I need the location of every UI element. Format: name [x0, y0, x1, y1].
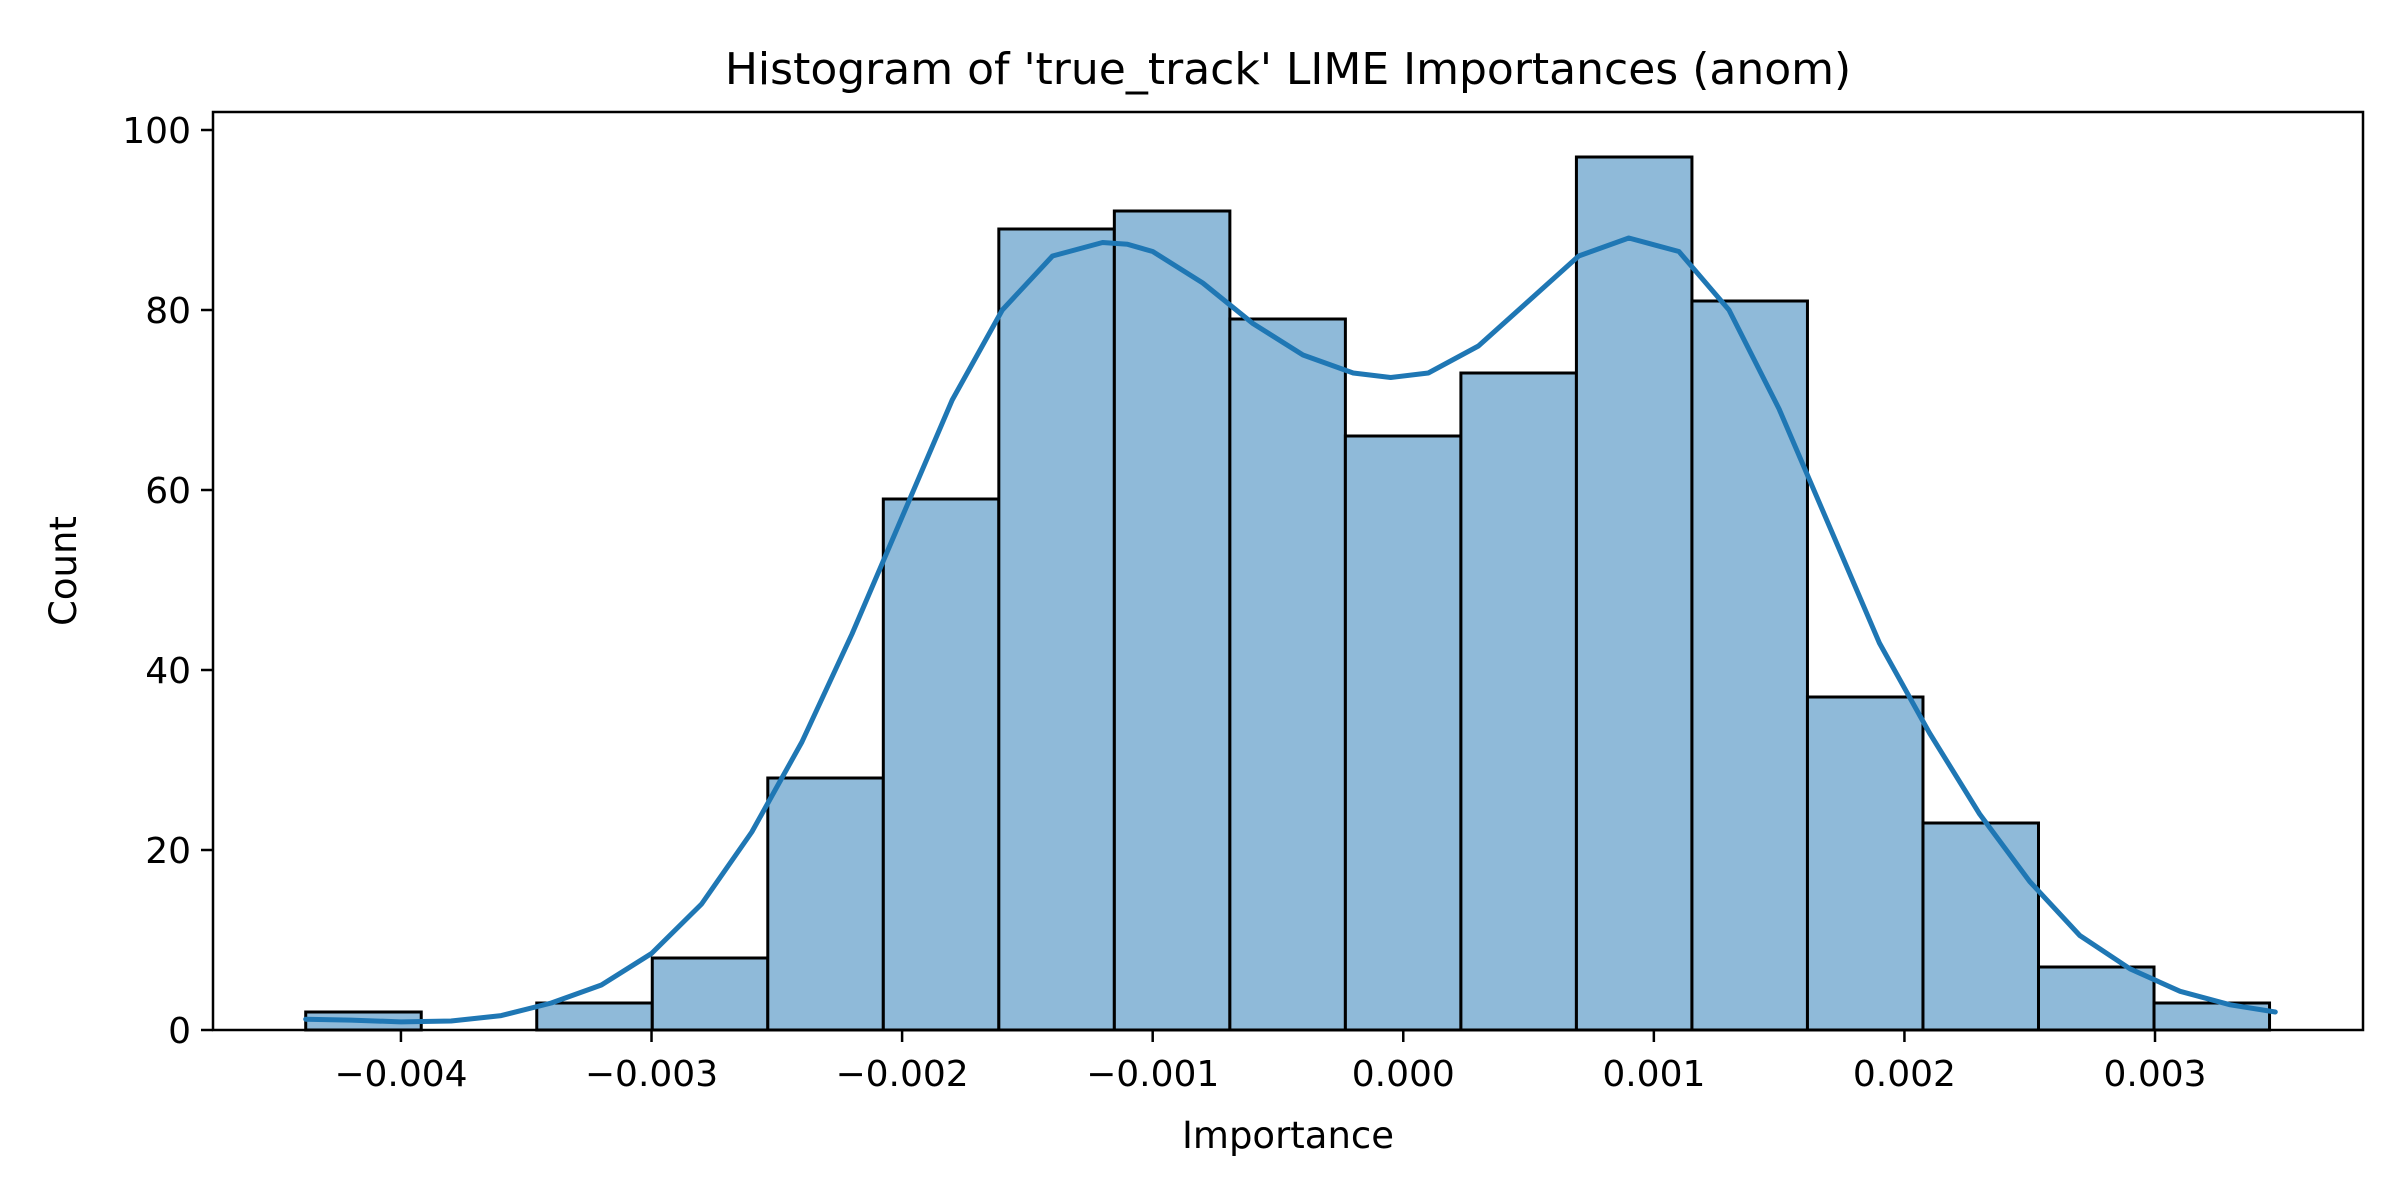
histogram-bar [766, 776, 885, 1032]
histogram-bar [1343, 434, 1463, 1032]
x-tick-label: −0.003 [585, 1054, 718, 1095]
plot-frame [211, 110, 2365, 1032]
y-tick-label: 80 [145, 291, 191, 332]
histogram-bar [1228, 317, 1347, 1032]
y-axis-label: Count [42, 516, 85, 626]
x-tick-label: 0.003 [2103, 1054, 2206, 1095]
x-tick-label: 0.001 [1602, 1054, 1705, 1095]
y-tick-label: 60 [145, 471, 191, 512]
x-axis: −0.004 −0.003 −0.002 −0.001 0.000 0.001 0.002 0… [334, 1030, 2207, 1095]
y-tick-label: 20 [145, 831, 191, 872]
x-tick-label: 0.002 [1853, 1054, 1956, 1095]
x-tick-label: −0.002 [835, 1054, 968, 1095]
histogram-bars [304, 155, 2272, 1032]
x-tick-label: 0.000 [1352, 1054, 1455, 1095]
histogram-bar [1921, 821, 2040, 1032]
histogram-bar [535, 1001, 654, 1032]
histogram-bar [1574, 155, 1694, 1032]
histogram-bar [997, 227, 1116, 1032]
x-tick-label: −0.004 [334, 1054, 467, 1095]
histogram-bar [881, 497, 1001, 1032]
y-axis: 0 20 40 60 80 100 [122, 111, 213, 1052]
y-tick-label: 40 [145, 651, 191, 692]
histogram-bar [2036, 965, 2156, 1032]
chart-title: Histogram of 'true_track' LIME Importanc… [725, 44, 1851, 95]
kde-curve [303, 235, 2278, 1025]
x-tick-label: −0.001 [1086, 1054, 1219, 1095]
y-tick-label: 100 [122, 111, 191, 152]
y-tick-label: 0 [168, 1011, 191, 1052]
histogram-bar [650, 956, 770, 1032]
histogram-bar [1805, 695, 1925, 1032]
histogram-bar [1112, 209, 1232, 1032]
x-axis-label: Importance [1182, 1114, 1394, 1157]
histogram-bar [1690, 299, 1809, 1032]
histogram-bar [1459, 371, 1578, 1032]
